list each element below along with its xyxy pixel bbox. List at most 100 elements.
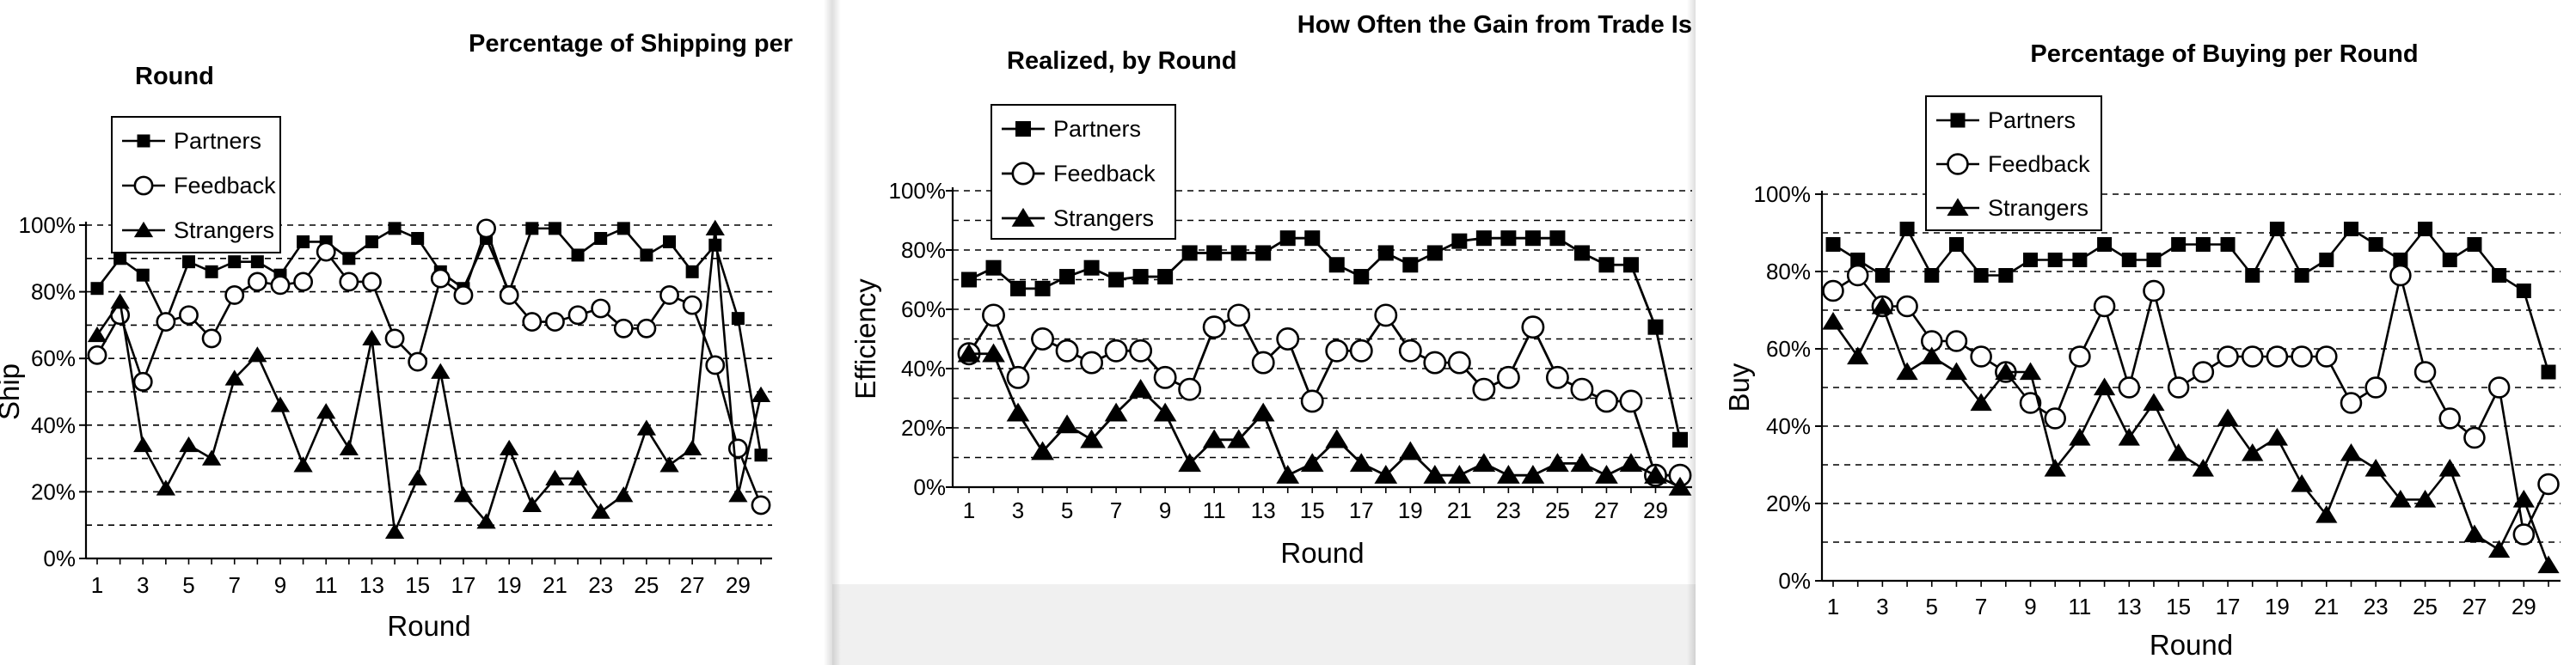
x-tick-label: 1 (963, 497, 975, 523)
data-point-strangers (1325, 429, 1349, 448)
data-point-strangers (728, 486, 748, 503)
data-point-feedback (1129, 339, 1153, 363)
data-point-strangers (1104, 402, 1128, 422)
data-point-partners (2343, 222, 2358, 236)
data-point-partners (1010, 280, 1027, 296)
legend-item-feedback: Feedback (122, 173, 276, 198)
data-point-strangers (2192, 459, 2214, 477)
data-point-feedback (224, 285, 245, 305)
data-point-strangers (224, 369, 244, 386)
data-point-strangers (1668, 476, 1692, 496)
data-point-strangers (2168, 443, 2190, 461)
legend-item-strangers: Strangers (1002, 205, 1154, 231)
data-point-partners (1475, 230, 1492, 247)
data-point-strangers (705, 219, 725, 235)
x-tick-label: 27 (2462, 594, 2487, 619)
data-point-feedback (179, 305, 199, 326)
y-axis-label: Ship (0, 363, 25, 420)
legend-marker-strangers (133, 221, 154, 238)
data-point-strangers (453, 486, 474, 503)
x-tick-label: 3 (1012, 497, 1024, 523)
data-point-strangers (1570, 453, 1594, 473)
data-point-feedback (1276, 327, 1300, 351)
data-point-strangers (614, 486, 634, 503)
data-point-partners (731, 312, 745, 326)
efficiency-chart: How Often the Gain from Trade Is Realized… (832, 0, 1696, 584)
x-tick-label: 23 (588, 572, 613, 598)
data-point-strangers (2291, 474, 2313, 492)
y-tick-label: 40% (1766, 413, 1811, 439)
legend-item-partners: Partners (1936, 107, 2076, 133)
chart-title-line: How Often the Gain from Trade Is (1297, 11, 1692, 39)
legend-marker-partners (1950, 113, 1966, 128)
data-point-strangers (1896, 362, 1918, 381)
data-point-feedback (1325, 339, 1349, 363)
x-tick-labels: 1 3 5 7 9 11 13 15 17 19 21 23 25 27 29 (1827, 581, 2549, 619)
legend-label: Strangers (1988, 195, 2088, 221)
x-tick-label: 5 (182, 572, 194, 598)
series-partners (1825, 222, 2556, 380)
data-point-partners (663, 235, 677, 248)
data-point-strangers (1055, 414, 1079, 434)
data-point-partners (1948, 237, 1964, 252)
data-point-feedback (2463, 426, 2486, 449)
x-tick-label: 25 (634, 572, 659, 598)
data-point-strangers (567, 469, 588, 485)
data-point-strangers (1398, 441, 1422, 461)
data-point-strangers (1619, 453, 1643, 473)
data-point-feedback (2167, 376, 2190, 399)
panel-edge-shadow (824, 0, 832, 665)
data-point-feedback (156, 312, 176, 332)
x-axis-label: Round (387, 610, 470, 642)
data-point-strangers (591, 503, 610, 519)
data-point-partners (1132, 269, 1149, 285)
data-point-strangers (957, 343, 981, 363)
data-point-partners (1647, 319, 1664, 335)
y-tick-label: 20% (901, 415, 946, 441)
data-point-feedback (727, 438, 748, 459)
data-point-feedback (2044, 407, 2066, 430)
data-point-strangers (500, 439, 519, 456)
chart-title: Percentage of Shipping per Round (135, 30, 793, 90)
data-point-partners (1598, 257, 1615, 273)
legend-item-strangers: Strangers (122, 217, 274, 243)
x-tick-label: 9 (2024, 594, 2036, 619)
data-point-feedback (1300, 389, 1324, 413)
series-line-feedback (95, 227, 763, 506)
data-point-feedback (2512, 523, 2536, 546)
x-tick-label: 13 (1251, 497, 1276, 523)
data-point-feedback (1349, 339, 1373, 363)
data-point-strangers (339, 439, 359, 456)
data-point-partners (2072, 253, 2088, 267)
x-tick-label: 21 (2314, 594, 2339, 619)
data-point-strangers (1227, 429, 1251, 448)
data-point-feedback (430, 268, 451, 289)
x-tick-label: 5 (1061, 497, 1073, 523)
x-tick-label: 15 (405, 572, 430, 598)
legend-item-partners: Partners (1002, 116, 1141, 142)
data-point-partners (616, 222, 630, 235)
data-point-partners (548, 222, 561, 235)
data-point-partners (2541, 364, 2556, 380)
y-tick-label: 0% (913, 474, 946, 500)
data-point-partners (1899, 222, 1915, 236)
x-tick-label: 11 (2068, 594, 2091, 619)
y-tick-label: 20% (31, 479, 76, 504)
series-line-feedback (1832, 274, 2550, 536)
data-point-strangers (1521, 465, 1545, 484)
y-axis-label: Buy (1723, 363, 1755, 412)
y-tick-label: 0% (1778, 568, 1811, 594)
y-axis-label: Efficiency (849, 278, 881, 400)
data-point-feedback (1374, 303, 1398, 327)
data-point-partners (2418, 222, 2433, 236)
data-point-strangers (431, 363, 451, 379)
chart-title: Percentage of Buying per Round (2030, 40, 2418, 68)
data-point-partners (1108, 271, 1125, 288)
data-point-strangers (1031, 441, 1054, 461)
data-point-feedback (1570, 377, 1594, 401)
data-point-feedback (2389, 264, 2412, 287)
data-point-partners (1181, 245, 1198, 261)
data-point-strangers (1006, 402, 1030, 422)
legend-label: Strangers (1053, 205, 1154, 231)
data-point-strangers (2438, 459, 2461, 477)
